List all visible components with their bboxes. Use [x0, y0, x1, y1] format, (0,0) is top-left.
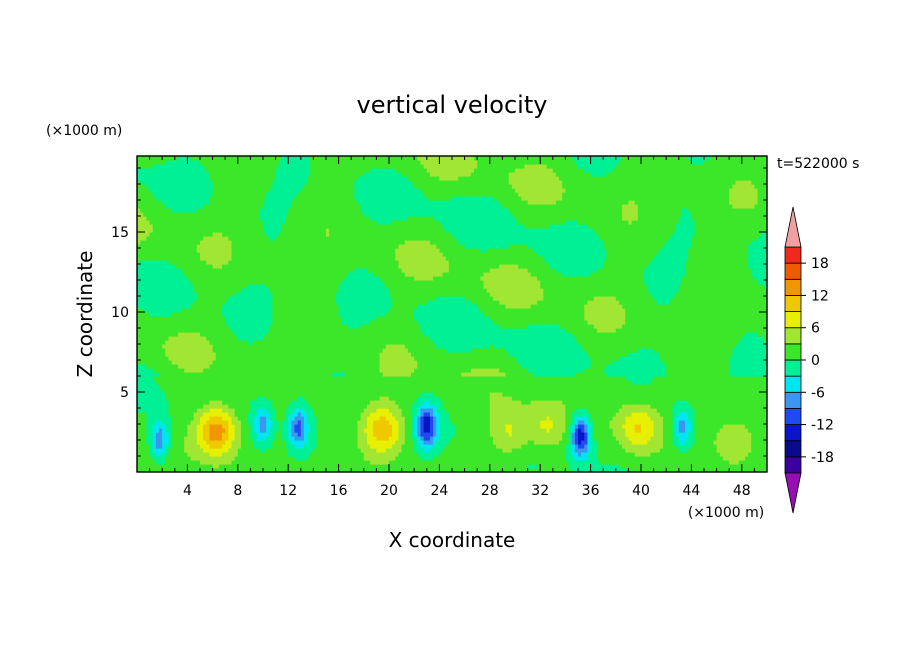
x-tick-label: 8 [233, 483, 242, 499]
colorbar-tick-label: -12 [811, 418, 834, 434]
y-tick-label: 5 [120, 385, 129, 401]
colorbar-tick-label: 6 [811, 321, 820, 337]
y-tick-label: 15 [111, 225, 129, 241]
x-tick-label: 48 [733, 483, 751, 499]
colorbar-swatch [785, 441, 801, 457]
colorbar-tick-label: -6 [811, 385, 825, 401]
colorbar-swatch [785, 376, 801, 392]
x-tick-label: 32 [531, 483, 549, 499]
colorbar-swatch [785, 344, 801, 360]
colorbar-swatch [785, 360, 801, 376]
colorbar-swatch [785, 247, 801, 263]
y-tick-label: 10 [111, 305, 129, 321]
x-tick-label: 16 [330, 483, 348, 499]
colorbar-swatch [785, 328, 801, 344]
x-tick-label: 20 [380, 483, 398, 499]
x-tick-label: 40 [632, 483, 650, 499]
y-unit-label: (×1000 m) [46, 123, 122, 139]
colorbar-swatch [785, 295, 801, 311]
time-label: t=522000 s [777, 156, 859, 172]
x-tick-label: 4 [183, 483, 192, 499]
colorbar-swatch [785, 392, 801, 408]
colorbar-tick-label: 12 [811, 288, 829, 304]
x-unit-label: (×1000 m) [688, 505, 764, 521]
chart-title: vertical velocity [357, 91, 548, 119]
y-axis-label: Z coordinate [73, 251, 97, 378]
colorbar: 18 12 6 0 -6 -12 -18 [785, 207, 834, 513]
x-tick-label: 36 [582, 483, 600, 499]
colorbar-over-triangle [785, 207, 801, 247]
colorbar-swatch [785, 263, 801, 279]
colorbar-tick-label: -18 [811, 450, 834, 466]
x-tick-label: 24 [430, 483, 448, 499]
x-axis-label: X coordinate [389, 528, 516, 552]
colorbar-under-triangle [785, 473, 801, 513]
colorbar-swatch [785, 425, 801, 441]
colorbar-tick-label: 0 [811, 353, 820, 369]
x-tick-label: 12 [279, 483, 297, 499]
colorbar-swatch [785, 279, 801, 295]
colorbar-tick-label: 18 [811, 256, 829, 272]
velocity-field [137, 152, 768, 473]
colorbar-swatch [785, 408, 801, 424]
x-tick-label: 28 [481, 483, 499, 499]
colorbar-swatch [785, 457, 801, 473]
x-tick-label: 44 [682, 483, 700, 499]
colorbar-swatch [785, 312, 801, 328]
